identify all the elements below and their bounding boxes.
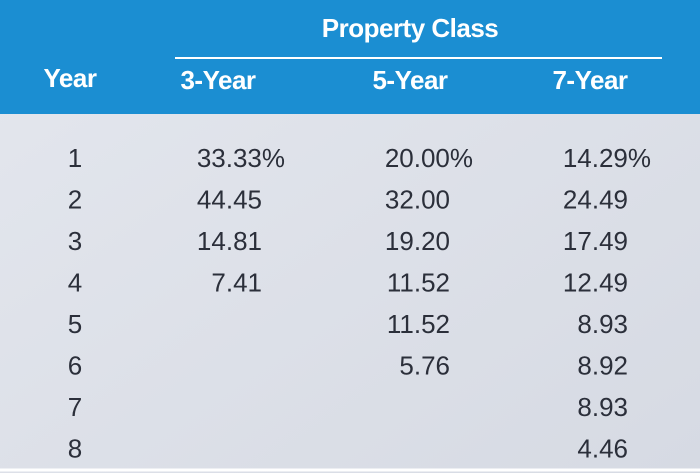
value-cell: 11.52	[387, 309, 450, 339]
value-cell: 8.92	[577, 350, 628, 380]
year-cell: 6	[68, 350, 82, 380]
value-cell: 32.00	[385, 184, 450, 214]
value-cell: 11.52	[387, 267, 450, 297]
value-cell: 12.49	[563, 267, 628, 297]
value-cell: 24.49	[563, 184, 628, 214]
value-cell: 33.33%	[197, 143, 285, 173]
value-cell: 8.93	[577, 309, 628, 339]
year-cell: 7	[68, 392, 82, 422]
year-cell: 8	[68, 433, 82, 463]
year-cell: 1	[68, 143, 82, 173]
column-header: 7-Year	[552, 65, 627, 95]
value-cell: 17.49	[563, 226, 628, 256]
year-cell: 3	[68, 226, 82, 256]
value-cell: 14.29%	[563, 143, 651, 173]
value-cell: 14.81	[197, 226, 262, 256]
year-cell: 4	[68, 267, 82, 297]
value-cell: 19.20	[385, 226, 450, 256]
value-cell: 5.76	[399, 350, 450, 380]
column-header: 3-Year	[180, 65, 255, 95]
column-header: 5-Year	[372, 65, 447, 95]
value-cell: 8.93	[577, 392, 628, 422]
value-cell: 20.00%	[385, 143, 473, 173]
year-cell: 2	[68, 184, 82, 214]
value-cell: 7.41	[211, 267, 262, 297]
value-cell: 4.46	[577, 433, 628, 463]
year-header: Year	[44, 63, 97, 93]
value-cell: 44.45	[197, 184, 262, 214]
property-class-title: Property Class	[322, 13, 499, 43]
year-cell: 5	[68, 309, 82, 339]
